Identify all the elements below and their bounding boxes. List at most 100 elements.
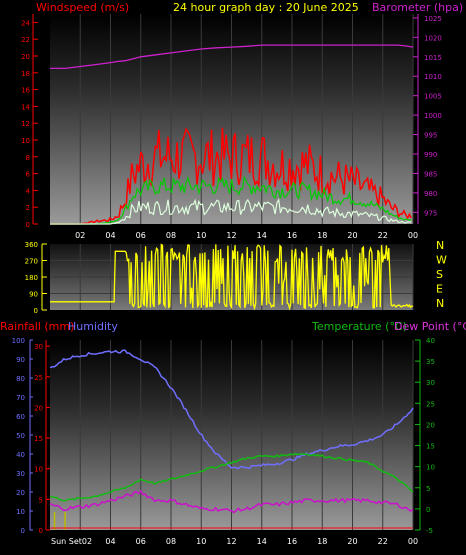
barometer-tick-label: 995 — [424, 132, 437, 140]
bottom-time-tick-label: 00 — [408, 537, 418, 546]
humidity-tick-label: 70 — [16, 394, 25, 402]
barometer-tick-label: 990 — [424, 151, 437, 159]
barometer-tick-label: 985 — [424, 170, 437, 178]
bottom-time-tick-label: 08 — [166, 537, 176, 546]
windspeed-tick-label: 0 — [26, 221, 30, 229]
rainfall-tick-label: 25 — [34, 374, 43, 382]
temperature-tick-label: 10 — [426, 464, 435, 472]
bottom-time-tick-label: 14 — [257, 537, 267, 546]
windspeed-tick-label: 10 — [21, 137, 30, 145]
bottom-time-tick-label: 22 — [378, 537, 388, 546]
rainfall-tick-label: 30 — [34, 343, 43, 351]
bottom-time-tick-label: 10 — [196, 537, 206, 546]
humidity-axis-title: Humidity — [68, 320, 118, 333]
humidity-tick-label: 20 — [16, 489, 25, 497]
humidity-tick-label: 90 — [16, 356, 25, 364]
compass-label: S — [436, 268, 443, 281]
time-tick-label: 18 — [317, 231, 327, 240]
barometer-tick-label: 980 — [424, 190, 437, 198]
barometer-tick-label: 1000 — [424, 112, 442, 120]
time-tick-label: 14 — [257, 231, 267, 240]
windspeed-tick-label: 2 — [26, 204, 30, 212]
wind-lull-line — [50, 198, 412, 225]
graph-title: 24 hour graph day : 20 June 2025 — [173, 1, 359, 14]
humidity-line — [49, 349, 414, 470]
windspeed-tick-label: 16 — [21, 87, 30, 95]
time-tick-label: 20 — [347, 231, 357, 240]
windspeed-tick-label: 20 — [21, 53, 30, 61]
windspeed-tick-label: 8 — [26, 154, 30, 162]
humidity-tick-label: 60 — [16, 413, 25, 421]
direction-tick-label: 360 — [25, 241, 38, 249]
bottom-time-tick-label: 18 — [317, 537, 327, 546]
direction-tick-label: 90 — [29, 291, 38, 299]
wind-average-line — [50, 175, 412, 225]
humidity-tick-label: 100 — [12, 337, 25, 345]
dewpoint-axis-title: Dew Point (°C) — [394, 320, 466, 333]
barometer-line — [50, 44, 414, 70]
compass-label: E — [436, 283, 443, 296]
temperature-tick-label: 30 — [426, 379, 435, 387]
wind-gust-line — [50, 127, 412, 225]
bottom-time-tick-label: 06 — [136, 537, 146, 546]
compass-label: N — [436, 297, 444, 310]
temperature-line — [49, 452, 414, 502]
temperature-tick-label: 15 — [426, 443, 435, 451]
humidity-tick-label: 0 — [21, 527, 25, 535]
humidity-tick-label: 40 — [16, 451, 25, 459]
humidity-tick-label: 50 — [16, 432, 25, 440]
rainfall-axis-title: Rainfall (mm) — [0, 320, 74, 333]
time-tick-label: 12 — [226, 231, 236, 240]
barometer-axis-title: Barometer (hpa) — [372, 1, 463, 14]
wind-direction-line — [50, 243, 414, 311]
humidity-tick-label: 30 — [16, 470, 25, 478]
windspeed-tick-label: 24 — [21, 19, 30, 27]
temperature-tick-label: 0 — [426, 506, 430, 514]
humidity-tick-label: 10 — [16, 508, 25, 516]
time-tick-label: 00 — [408, 231, 418, 240]
time-tick-label: 08 — [166, 231, 176, 240]
compass-label: N — [436, 239, 444, 252]
humidity-tick-label: 80 — [16, 375, 25, 383]
direction-tick-label: 270 — [25, 258, 38, 266]
rainfall-tick-label: 15 — [34, 435, 43, 443]
time-tick-label: 04 — [105, 231, 115, 240]
time-tick-label: 22 — [378, 231, 388, 240]
windspeed-axis-title: Windspeed (m/s) — [36, 1, 129, 14]
bottom-time-tick-label: 04 — [105, 537, 115, 546]
barometer-tick-label: 1015 — [424, 54, 442, 62]
temperature-axis-title: Temperature (°C) — [311, 320, 407, 333]
barometer-tick-label: 1025 — [424, 15, 442, 23]
barometer-tick-label: 975 — [424, 209, 437, 217]
windspeed-tick-label: 22 — [21, 36, 30, 44]
direction-tick-label: 0 — [34, 307, 38, 315]
temperature-tick-label: 20 — [426, 421, 435, 429]
rainfall-tick-label: 10 — [34, 466, 43, 474]
rainfall-tick-label: 20 — [34, 404, 43, 412]
windspeed-tick-label: 12 — [21, 120, 30, 128]
time-tick-label: 06 — [136, 231, 146, 240]
time-tick-label: 16 — [287, 231, 297, 240]
bottom-time-tick-label: 12 — [226, 537, 236, 546]
dewpoint-line — [49, 489, 414, 514]
rainfall-tick-label: 0 — [39, 527, 43, 535]
rainfall-tick-label: 5 — [39, 496, 43, 504]
bottom-time-tick-label: Sun Set02 — [51, 537, 92, 546]
barometer-tick-label: 1005 — [424, 93, 442, 101]
temperature-tick-label: -5 — [426, 527, 433, 535]
windspeed-tick-label: 6 — [26, 171, 31, 179]
barometer-tick-label: 1010 — [424, 73, 442, 81]
windspeed-tick-label: 18 — [21, 70, 30, 78]
windspeed-tick-label: 4 — [26, 187, 31, 195]
direction-tick-label: 180 — [25, 274, 38, 282]
temperature-tick-label: 25 — [426, 400, 435, 408]
temperature-tick-label: 35 — [426, 358, 435, 366]
barometer-tick-label: 1020 — [424, 34, 442, 42]
temperature-tick-label: 40 — [426, 337, 435, 345]
bottom-time-tick-label: 20 — [347, 537, 357, 546]
windspeed-tick-label: 14 — [21, 103, 30, 111]
compass-label: W — [436, 254, 447, 267]
time-tick-label: 10 — [196, 231, 206, 240]
